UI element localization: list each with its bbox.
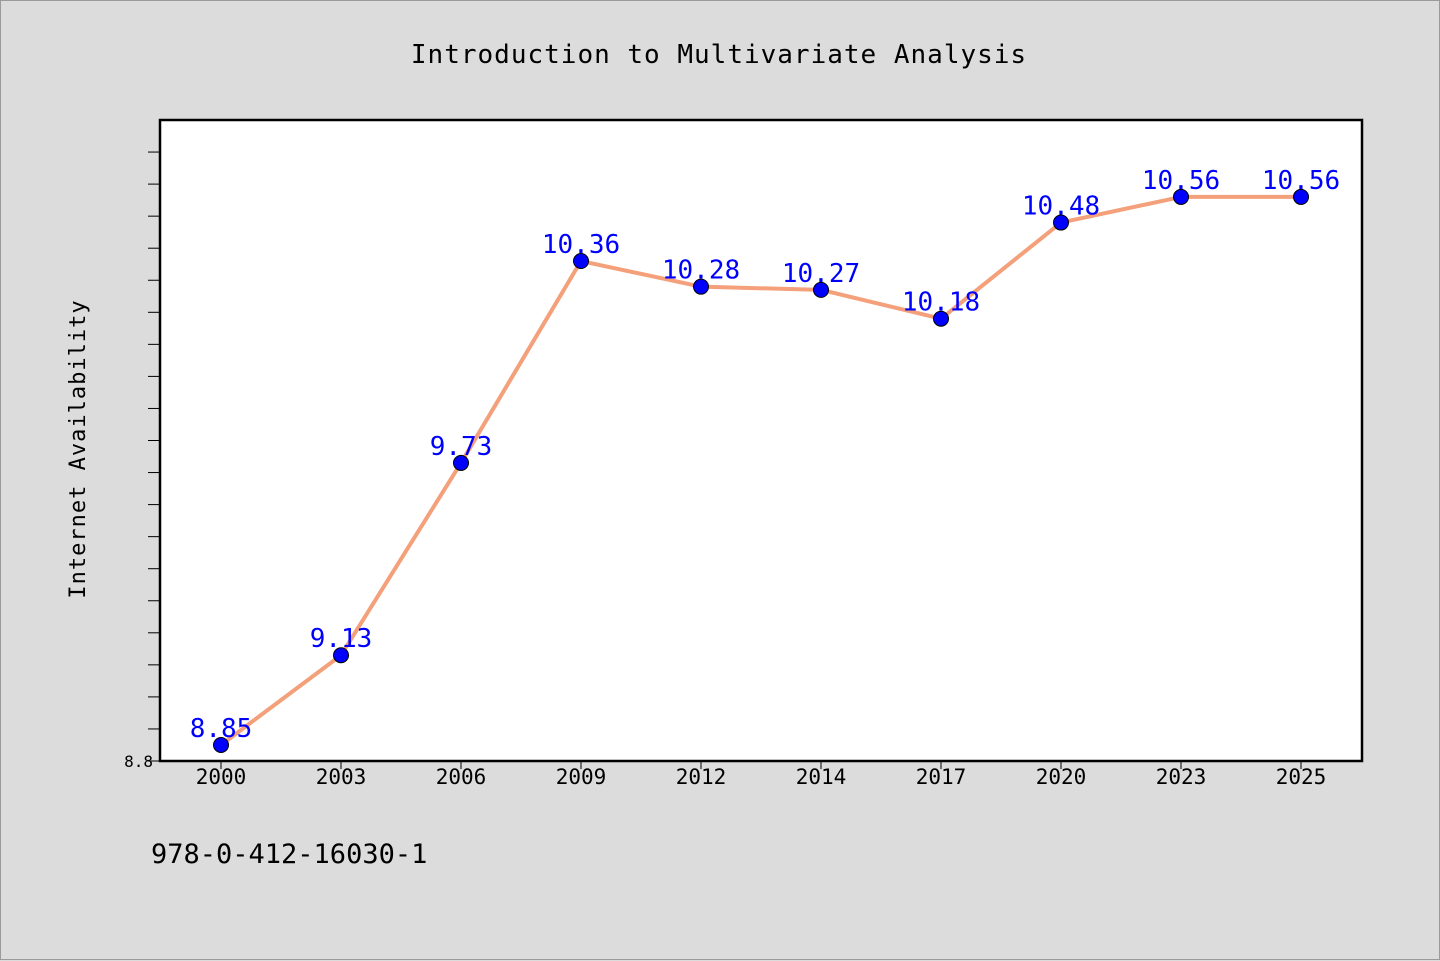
x-tick-label: 2014: [796, 765, 847, 789]
data-label: 9.73: [430, 432, 493, 462]
x-tick-label: 2020: [1036, 765, 1087, 789]
data-point: [333, 647, 349, 664]
chart-title: Introduction to Multivariate Analysis: [411, 40, 1027, 70]
x-tick-label: 2023: [1156, 765, 1207, 789]
series-markers: [213, 188, 1309, 753]
y-axis-ticks: 8.8: [124, 151, 160, 771]
x-tick-label: 2000: [196, 765, 247, 789]
data-point: [1173, 188, 1189, 205]
x-tick-label: 2006: [436, 765, 487, 789]
data-label: 10.36: [542, 230, 620, 260]
data-point: [813, 281, 829, 298]
x-tick-label: 2009: [556, 765, 607, 789]
data-label: 10.48: [1022, 192, 1100, 222]
x-tick-label: 2012: [676, 765, 727, 789]
data-point: [573, 253, 589, 270]
x-tick-label: 2025: [1276, 765, 1327, 789]
data-label: 10.56: [1142, 166, 1220, 196]
data-point: [1293, 188, 1309, 205]
x-axis-ticks: 2000 2003 2006 2009 2012 2014 2017 2020 2023 2025: [196, 761, 1327, 789]
series-line-group: [219, 194, 1303, 747]
x-tick-label: 2017: [916, 765, 967, 789]
data-point: [213, 736, 229, 753]
data-label: 10.56: [1262, 166, 1340, 196]
footer-isbn: 978-0-412-16030-1: [151, 839, 427, 870]
data-labels: 8.85 9.13 9.73 10.36 10.28 10.27 10.18 10.48 10.…: [190, 166, 1340, 744]
data-label: 10.27: [782, 259, 860, 289]
data-label: 8.85: [190, 714, 253, 744]
y-tick-label: 8.8: [124, 752, 153, 771]
data-label: 10.18: [902, 288, 980, 318]
x-tick-label: 2003: [316, 765, 367, 789]
data-point: [693, 278, 709, 295]
plot-area: [158, 118, 1364, 763]
y-axis-label: Internet Availability: [66, 299, 91, 598]
data-point: [1053, 214, 1069, 231]
data-label: 9.13: [310, 624, 373, 654]
series-line: [219, 194, 1303, 747]
data-label: 10.28: [662, 256, 740, 286]
data-point: [933, 310, 949, 327]
data-point: [453, 454, 469, 471]
